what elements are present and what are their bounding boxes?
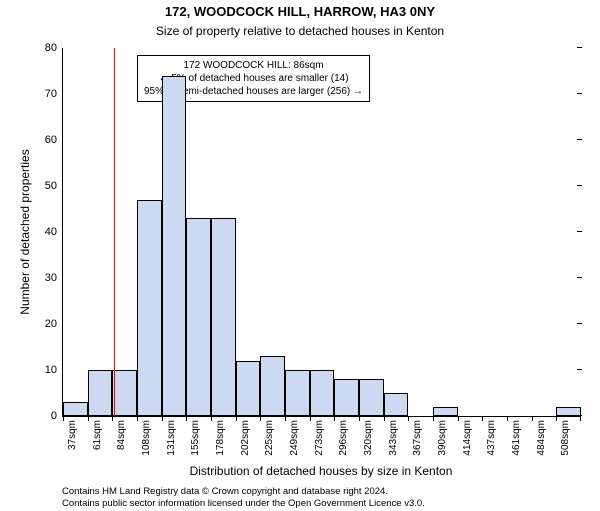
x-tick-label: 273sqm bbox=[314, 420, 325, 464]
histogram-bar bbox=[186, 218, 211, 416]
x-tick-label: 131sqm bbox=[166, 420, 177, 464]
y-tick-label: 20 bbox=[45, 318, 63, 330]
x-tick-label: 437sqm bbox=[486, 420, 497, 464]
histogram-bar bbox=[236, 361, 261, 416]
x-tick-mark bbox=[112, 416, 113, 421]
marker-line bbox=[114, 48, 115, 416]
y-tick-mark bbox=[577, 369, 582, 370]
x-tick-label: 414sqm bbox=[462, 420, 473, 464]
x-tick-mark bbox=[580, 416, 581, 421]
y-tick-label: 80 bbox=[45, 42, 63, 54]
x-tick-label: 508sqm bbox=[560, 420, 571, 464]
histogram-bar bbox=[88, 370, 113, 416]
y-tick-mark bbox=[577, 231, 582, 232]
y-tick-mark bbox=[577, 47, 582, 48]
x-axis-label: Distribution of detached houses by size … bbox=[62, 464, 580, 478]
x-tick-label: 484sqm bbox=[536, 420, 547, 464]
x-tick-label: 296sqm bbox=[338, 420, 349, 464]
x-tick-mark bbox=[507, 416, 508, 421]
x-tick-label: 178sqm bbox=[215, 420, 226, 464]
y-tick-label: 30 bbox=[45, 272, 63, 284]
histogram-bar bbox=[260, 356, 285, 416]
y-tick-label: 50 bbox=[45, 180, 63, 192]
x-tick-label: 108sqm bbox=[141, 420, 152, 464]
footer-line: Contains public sector information licen… bbox=[62, 498, 425, 510]
x-tick-label: 37sqm bbox=[67, 420, 78, 464]
x-tick-label: 61sqm bbox=[92, 420, 103, 464]
x-tick-mark bbox=[260, 416, 261, 421]
footer-line: Contains HM Land Registry data © Crown c… bbox=[62, 486, 425, 498]
histogram-bar bbox=[433, 407, 458, 416]
x-tick-label: 155sqm bbox=[190, 420, 201, 464]
x-tick-mark bbox=[556, 416, 557, 421]
histogram-bar bbox=[137, 200, 162, 416]
x-tick-label: 202sqm bbox=[240, 420, 251, 464]
x-tick-mark bbox=[186, 416, 187, 421]
x-tick-mark bbox=[88, 416, 89, 421]
x-tick-label: 84sqm bbox=[116, 420, 127, 464]
x-tick-mark bbox=[532, 416, 533, 421]
x-tick-mark bbox=[334, 416, 335, 421]
chart-subtitle: Size of property relative to detached ho… bbox=[0, 24, 600, 38]
x-tick-mark bbox=[408, 416, 409, 421]
x-tick-mark bbox=[137, 416, 138, 421]
plot-area: 172 WOODCOCK HILL: 86sqm← 5% of detached… bbox=[62, 48, 581, 417]
x-tick-label: 320sqm bbox=[363, 420, 374, 464]
histogram-bar bbox=[310, 370, 335, 416]
x-tick-mark bbox=[384, 416, 385, 421]
x-tick-mark bbox=[310, 416, 311, 421]
x-tick-mark bbox=[211, 416, 212, 421]
chart-container: 172, WOODCOCK HILL, HARROW, HA3 0NY Size… bbox=[0, 0, 600, 500]
y-tick-label: 10 bbox=[45, 364, 63, 376]
y-tick-mark bbox=[577, 323, 582, 324]
y-tick-label: 0 bbox=[51, 410, 63, 422]
x-tick-mark bbox=[285, 416, 286, 421]
histogram-bar bbox=[112, 370, 137, 416]
y-tick-label: 70 bbox=[45, 88, 63, 100]
footer-text: Contains HM Land Registry data © Crown c… bbox=[62, 486, 425, 511]
x-tick-mark bbox=[458, 416, 459, 421]
y-tick-mark bbox=[577, 277, 582, 278]
y-axis-label: Number of detached properties bbox=[18, 48, 32, 416]
histogram-bar bbox=[556, 407, 581, 416]
histogram-bar bbox=[285, 370, 310, 416]
histogram-bar bbox=[359, 379, 384, 416]
y-tick-mark bbox=[577, 185, 582, 186]
x-tick-label: 343sqm bbox=[388, 420, 399, 464]
x-tick-mark bbox=[482, 416, 483, 421]
y-tick-mark bbox=[577, 93, 582, 94]
histogram-bar bbox=[384, 393, 409, 416]
histogram-bar bbox=[63, 402, 88, 416]
x-tick-mark bbox=[63, 416, 64, 421]
x-tick-mark bbox=[162, 416, 163, 421]
y-tick-label: 60 bbox=[45, 134, 63, 146]
histogram-bar bbox=[162, 76, 187, 416]
chart-title: 172, WOODCOCK HILL, HARROW, HA3 0NY bbox=[0, 4, 600, 19]
x-tick-label: 461sqm bbox=[511, 420, 522, 464]
y-tick-mark bbox=[577, 139, 582, 140]
x-tick-label: 390sqm bbox=[437, 420, 448, 464]
histogram-bar bbox=[211, 218, 236, 416]
x-tick-label: 249sqm bbox=[289, 420, 300, 464]
x-tick-mark bbox=[359, 416, 360, 421]
x-tick-label: 225sqm bbox=[264, 420, 275, 464]
x-tick-mark bbox=[433, 416, 434, 421]
x-tick-label: 367sqm bbox=[412, 420, 423, 464]
annotation-line: 172 WOODCOCK HILL: 86sqm bbox=[144, 59, 363, 72]
y-tick-label: 40 bbox=[45, 226, 63, 238]
x-tick-mark bbox=[236, 416, 237, 421]
histogram-bar bbox=[334, 379, 359, 416]
